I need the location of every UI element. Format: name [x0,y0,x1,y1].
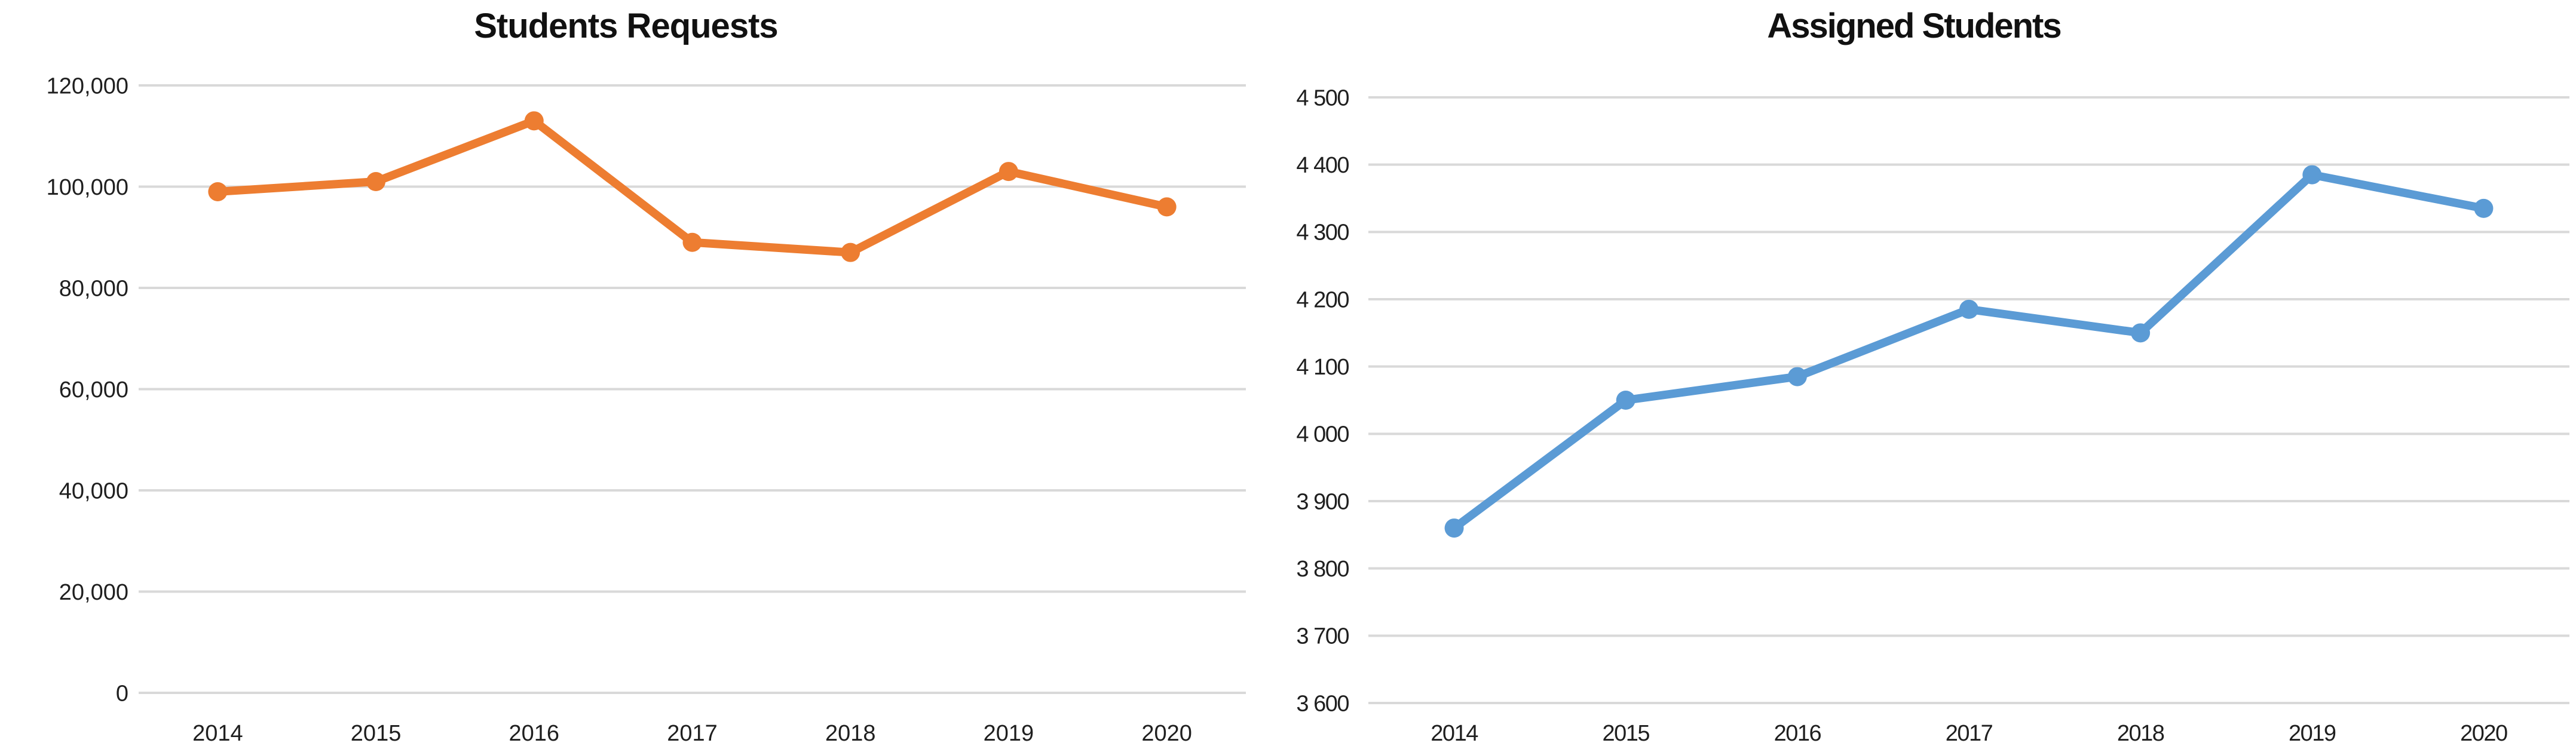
x-axis-tick-label: 2014 [1431,721,1478,746]
plot-area: 3 600 3 700 3 800 3 900 4 000 4 100 4 200 4 300… [1296,85,2569,746]
data-point-2018 [2131,323,2151,343]
data-point-2014 [1444,518,1464,538]
y-axis-tick-label: 120,000 [47,73,128,99]
x-axis-tick-label: 2019 [984,721,1034,746]
y-axis-tick-label: 4 100 [1296,355,1349,380]
y-axis-tick-label: 3 600 [1296,691,1349,716]
data-point-2015 [1616,391,1635,410]
data-point-2017 [1959,299,1978,319]
data-point-2014 [208,182,228,201]
data-point-2019 [998,162,1018,182]
x-axis-tick-label: 2020 [2460,721,2507,746]
data-point-2016 [1787,367,1807,386]
x-axis-tick-label: 2014 [192,721,243,746]
data-point-2018 [841,242,860,262]
data-point-2016 [524,111,544,131]
y-axis-tick-label: 4 500 [1296,85,1349,110]
y-axis-tick-label: 3 800 [1296,557,1349,582]
data-point-2020 [2474,198,2494,218]
x-axis-tick-label: 2019 [2289,721,2336,746]
chart-title: Assigned Students [1767,7,2062,45]
y-axis-tick-label: 40,000 [59,478,128,504]
y-axis-tick-label: 4 300 [1296,220,1349,245]
y-axis-tick-label: 60,000 [59,377,128,403]
x-axis-tick-label: 2018 [825,721,876,746]
y-axis-tick-label: 3 900 [1296,489,1349,514]
x-axis-tick-label: 2016 [1774,721,1821,746]
chart-assigned-students: Assigned Students 3 600 3 700 3 800 3 900 4 … [1252,0,2576,749]
chart-title: Students Requests [474,7,778,45]
x-axis-tick-label: 2015 [1602,721,1649,746]
y-axis-tick-label: 4 000 [1296,422,1349,447]
x-axis-tick-label: 2020 [1141,721,1192,746]
data-point-2019 [2302,165,2322,185]
x-axis-tick-label: 2017 [1946,721,1993,746]
y-axis-tick-label: 80,000 [59,276,128,301]
data-point-2017 [682,232,702,252]
chart-students-requests: Students Requests 0 20,000 40,000 60,000 80,… [0,0,1252,749]
plot-area: 0 20,000 40,000 60,000 80,000 100,000 120,000 2… [47,73,1246,746]
data-point-2015 [366,172,386,192]
x-axis-tick-label: 2016 [509,721,560,746]
x-axis-tick-label: 2018 [2117,721,2164,746]
x-axis-tick-label: 2015 [351,721,402,746]
y-axis-tick-label: 4 200 [1296,287,1349,312]
y-axis-tick-label: 100,000 [47,175,128,200]
y-axis-tick-label: 20,000 [59,580,128,605]
series-line [1450,170,2488,533]
y-axis-tick-label: 3 700 [1296,624,1349,649]
x-axis-tick-label: 2017 [667,721,718,746]
y-axis-tick-label: 0 [116,681,128,706]
data-point-2020 [1157,197,1177,217]
y-axis-tick-label: 4 400 [1296,153,1349,178]
